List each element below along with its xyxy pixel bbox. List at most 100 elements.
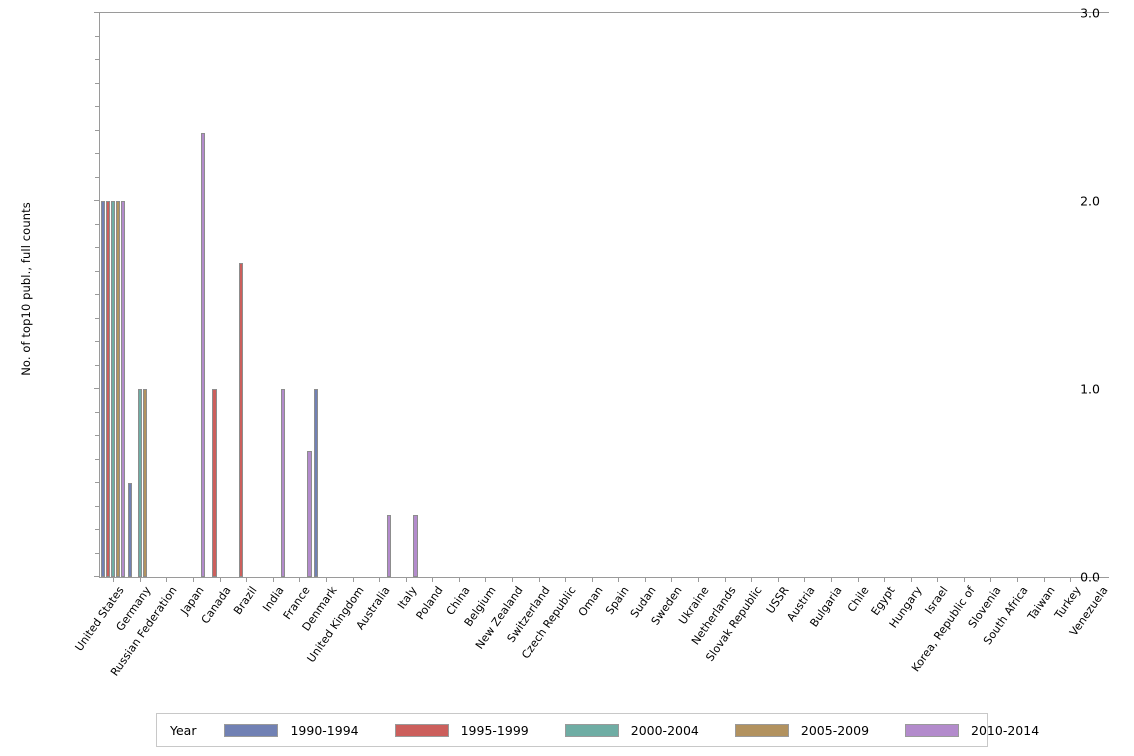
x-tick — [166, 577, 168, 582]
x-tick — [379, 577, 381, 582]
bar — [101, 201, 106, 577]
y-axis-title: No. of top10 publ., full counts — [19, 202, 33, 376]
x-tick — [830, 577, 832, 582]
x-tick — [485, 577, 487, 582]
bar-group — [978, 13, 1002, 577]
legend-swatch — [734, 723, 789, 737]
bar — [386, 514, 392, 577]
bar-group — [819, 13, 843, 577]
x-tick-label: Poland — [414, 584, 446, 622]
legend-label: 2010-2014 — [971, 722, 1040, 738]
bar-group — [526, 13, 550, 577]
bar-group — [447, 13, 471, 577]
y-tick-major — [94, 576, 100, 577]
x-tick — [193, 577, 195, 582]
legend: Year 1990-1994 1995-1999 2000-2004 2005-200… — [156, 713, 1039, 747]
bar-group — [154, 13, 178, 577]
bar-group — [606, 13, 630, 577]
x-tick — [963, 577, 965, 582]
y-tick-minor — [95, 82, 100, 84]
x-tick — [432, 577, 434, 582]
x-tick — [671, 577, 673, 582]
bar-group — [553, 13, 577, 577]
legend-title: Year — [170, 722, 197, 738]
bar-group — [1031, 13, 1055, 577]
y-tick-major — [94, 388, 100, 389]
x-tick — [405, 577, 407, 582]
legend-label: 1990-1994 — [290, 722, 359, 738]
x-tick-label-text: Italy — [394, 584, 420, 612]
y-tick-major — [94, 12, 100, 13]
x-tick — [1016, 577, 1018, 582]
legend-item[interactable]: 2005-2009 — [734, 722, 870, 738]
x-tick — [910, 577, 912, 582]
bar — [307, 451, 312, 577]
y-tick-minor — [95, 247, 100, 248]
bar-group — [287, 13, 312, 577]
legend-label: 2005-2009 — [800, 722, 870, 738]
bar-group — [234, 13, 258, 577]
x-tick-label-text: Oman — [575, 584, 606, 619]
y-tick-minor — [95, 529, 100, 530]
bar — [313, 389, 319, 577]
y-tick-minor — [95, 223, 100, 225]
x-tick — [1070, 577, 1072, 582]
y-tick-label: 0.0 — [1080, 569, 1100, 585]
y-tick-minor — [95, 317, 100, 319]
bar-group — [420, 13, 444, 577]
x-tick — [724, 577, 726, 582]
x-tick — [937, 577, 939, 582]
bar-group — [500, 13, 524, 577]
bar-group — [261, 13, 285, 577]
x-tick — [591, 577, 593, 582]
x-tick — [1043, 577, 1045, 582]
legend-item[interactable]: 1990-1994 — [224, 722, 359, 738]
legend-swatch — [905, 723, 960, 737]
legend-item[interactable]: 2000-2004 — [564, 723, 699, 738]
bar-group — [739, 13, 763, 577]
x-tick — [538, 577, 540, 582]
bar-group — [313, 13, 338, 577]
bar-group — [766, 13, 790, 577]
y-tick-minor — [95, 59, 100, 60]
x-tick — [990, 577, 992, 582]
bar — [121, 201, 126, 577]
x-tick — [139, 577, 141, 582]
y-tick-minor — [95, 482, 100, 483]
y-tick-minor — [95, 35, 100, 37]
bar-group — [181, 13, 206, 577]
x-tick — [857, 577, 859, 582]
x-tick — [644, 577, 646, 582]
bar-group — [659, 13, 683, 577]
bar — [212, 389, 217, 577]
bar-group — [207, 13, 231, 577]
x-tick — [777, 577, 779, 582]
x-tick — [751, 577, 753, 582]
legend-item[interactable]: 1995-1999 — [394, 722, 529, 738]
bar-group — [872, 13, 896, 577]
x-tick — [511, 577, 513, 582]
bar — [413, 514, 418, 577]
x-tick-label: Chile — [844, 584, 871, 614]
bar-group — [686, 13, 710, 577]
bar-group — [898, 13, 922, 577]
x-tick — [113, 577, 115, 582]
x-tick-label-text: Chile — [844, 584, 872, 615]
x-tick — [352, 577, 354, 582]
y-tick-minor — [95, 129, 100, 131]
x-tick-label: Oman — [575, 584, 605, 619]
y-tick-label: 2.0 — [1080, 193, 1100, 209]
x-tick — [698, 577, 700, 582]
x-tick — [325, 577, 327, 582]
x-tick — [884, 577, 886, 582]
legend-label: 1995-1999 — [460, 722, 529, 738]
bar-group — [792, 13, 816, 577]
legend-item[interactable]: 2010-2014 — [905, 723, 1039, 738]
y-tick-major — [94, 200, 100, 201]
x-tick — [219, 577, 221, 582]
bar-group — [633, 13, 657, 577]
plot-area: 0.0 1.0 2.0 3.0 — [94, 6, 1109, 585]
x-tick-label-text: Brazil — [231, 584, 260, 618]
bar-group — [367, 13, 392, 577]
bar-group — [1058, 13, 1082, 577]
